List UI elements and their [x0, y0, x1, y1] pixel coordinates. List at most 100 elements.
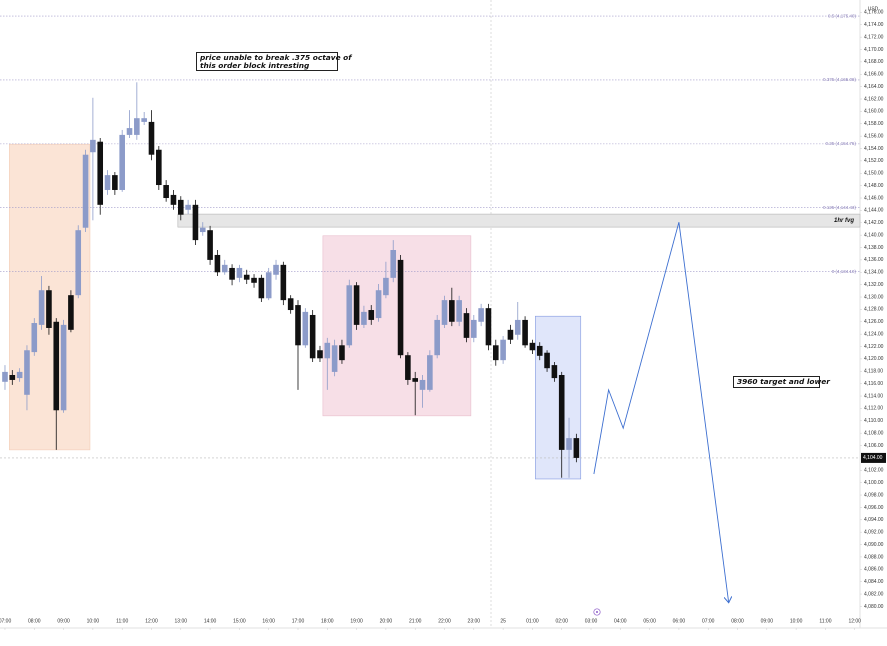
candle-body — [97, 141, 104, 205]
x-tick-label: 23:00 — [468, 618, 481, 624]
y-tick-label: 4,106.00 — [864, 443, 884, 449]
y-tick-label: 4,130.00 — [864, 294, 884, 300]
candle-body — [16, 371, 23, 379]
x-tick-label: 22:00 — [438, 618, 451, 624]
y-tick-label: 4,176.00 — [864, 10, 884, 16]
candle-body — [156, 149, 162, 186]
candle-body — [324, 342, 331, 359]
candle-body — [243, 274, 250, 280]
y-tick-label: 4,088.00 — [864, 554, 884, 560]
y-tick-label: 4,174.00 — [864, 22, 884, 28]
fvg-label: 1hr fvg — [834, 218, 854, 224]
x-tick-label: 08:00 — [731, 618, 744, 624]
x-tick-label: 05:00 — [643, 618, 656, 624]
candle-body — [536, 345, 543, 356]
y-tick-label: 4,100.00 — [864, 480, 884, 486]
y-tick-label: 4,136.00 — [864, 257, 884, 263]
x-tick-label: 12:00 — [848, 618, 861, 624]
x-tick-label: 10:00 — [790, 618, 803, 624]
x-tick-label: 16:00 — [262, 618, 275, 624]
fib-level-label: 0.25 (4,154.75) — [825, 141, 856, 146]
candle-body — [492, 345, 499, 361]
y-tick-label: 4,172.00 — [864, 34, 884, 40]
candle-body — [544, 352, 550, 369]
x-tick-label: 10:00 — [87, 618, 100, 624]
y-tick-label: 4,114.00 — [864, 393, 883, 399]
x-tick-label: 02:00 — [555, 618, 568, 624]
y-tick-label: 4,158.00 — [864, 121, 884, 127]
candle-body — [302, 311, 309, 346]
y-tick-label: 4,134.00 — [864, 270, 884, 276]
x-tick-label: 11:00 — [819, 618, 831, 624]
x-tick-label: 09:00 — [761, 618, 774, 624]
fib-level-label: 0.375 (4,165.08) — [823, 77, 857, 82]
y-tick-label: 4,120.00 — [864, 356, 884, 362]
candle-body — [75, 230, 82, 296]
order-block-zone — [535, 315, 582, 480]
session-marker — [593, 608, 601, 616]
y-tick-label: 4,128.00 — [864, 307, 884, 313]
candle-body — [419, 379, 426, 390]
candle-body — [331, 345, 338, 372]
candle-body — [82, 154, 89, 228]
candle-body — [265, 272, 272, 299]
candle-body — [317, 350, 323, 359]
candle-body — [214, 254, 221, 273]
y-tick-label: 4,108.00 — [864, 430, 884, 436]
candle-body — [361, 311, 367, 325]
candle-body — [104, 175, 111, 190]
projection-path — [593, 222, 729, 603]
y-tick-label: 4,168.00 — [864, 59, 884, 65]
y-tick-label: 4,156.00 — [864, 133, 884, 139]
candle-body — [46, 290, 52, 328]
candle-body — [353, 285, 360, 325]
candle-body — [449, 300, 455, 322]
y-tick-label: 4,112.00 — [864, 406, 883, 412]
y-tick-label: 4,150.00 — [864, 171, 884, 177]
x-tick-label: 07:00 — [0, 618, 11, 624]
x-tick-label: 25 — [500, 618, 506, 624]
candle-body — [566, 438, 572, 450]
x-tick-label: 21:00 — [409, 618, 422, 624]
y-tick-label: 4,170.00 — [864, 47, 884, 53]
candle-body — [514, 319, 521, 335]
y-tick-label: 4,082.00 — [864, 591, 884, 597]
candle-body — [485, 308, 492, 346]
candle-body — [573, 438, 580, 458]
y-tick-label: 4,096.00 — [864, 505, 884, 511]
x-tick-label: 12:00 — [145, 618, 158, 624]
candle-body — [295, 305, 301, 346]
candle-body — [134, 118, 140, 135]
x-tick-label: 17:00 — [292, 618, 305, 624]
candle-body — [31, 323, 38, 353]
candle-body — [229, 267, 235, 280]
note-line: this order block intresting — [200, 61, 310, 71]
candle-body — [280, 264, 287, 301]
candle-body — [192, 204, 199, 241]
candle-body — [346, 285, 353, 346]
y-tick-label: 4,152.00 — [864, 158, 884, 164]
candle-body — [273, 264, 279, 275]
candle-body — [258, 277, 265, 299]
candle-body — [441, 300, 448, 325]
x-tick-label: 11:00 — [116, 618, 128, 624]
candle-body — [163, 185, 169, 199]
current-price-label: 4,104.00 — [863, 455, 883, 461]
x-tick-label: 09:00 — [57, 618, 70, 624]
x-tick-label: 07:00 — [702, 618, 715, 624]
candle-body — [2, 371, 8, 382]
y-tick-label: 4,146.00 — [864, 195, 884, 201]
candle-body — [522, 319, 528, 346]
x-tick-label: 03:00 — [585, 618, 598, 624]
y-tick-label: 4,132.00 — [864, 282, 884, 288]
candle-body — [38, 290, 45, 325]
y-tick-label: 4,126.00 — [864, 319, 884, 325]
order-block-zone — [322, 235, 472, 417]
candle-body — [90, 139, 96, 153]
x-tick-label: 04:00 — [614, 618, 627, 624]
x-tick-label: 08:00 — [28, 618, 41, 624]
candle-body — [251, 277, 257, 283]
y-tick-label: 4,098.00 — [864, 492, 884, 498]
candle-body — [170, 194, 177, 205]
candle-body — [412, 378, 419, 382]
